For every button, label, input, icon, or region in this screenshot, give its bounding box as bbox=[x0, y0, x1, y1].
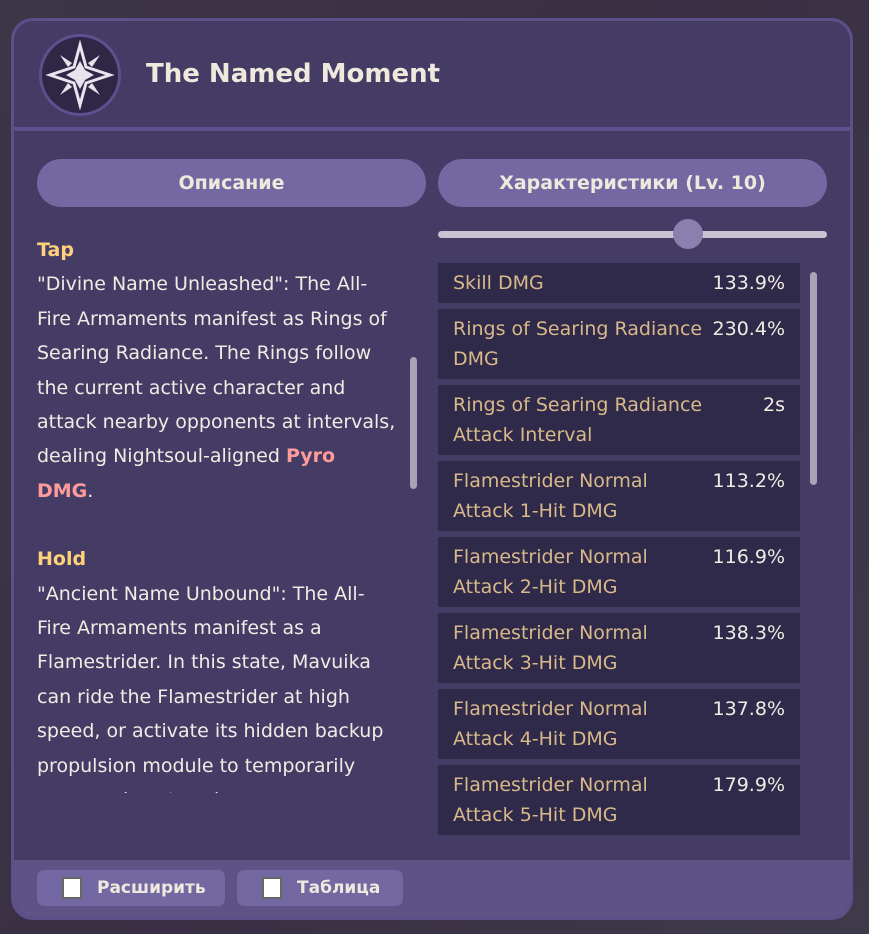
expand-checkbox[interactable]: Расширить bbox=[37, 870, 225, 906]
checkbox-box[interactable] bbox=[62, 877, 82, 899]
talent-card: The Named Moment Описание Характеристики… bbox=[11, 18, 853, 920]
stat-label: Rings of Searing Radiance Attack Interva… bbox=[453, 394, 703, 446]
description-scrollbar[interactable] bbox=[410, 357, 417, 489]
footer: Расширить Таблица bbox=[14, 860, 850, 917]
table-label: Таблица bbox=[297, 878, 381, 898]
stat-value: 230.4% bbox=[712, 318, 785, 340]
tab-description[interactable]: Описание bbox=[37, 159, 426, 207]
talent-title: The Named Moment bbox=[146, 59, 441, 89]
description-text: Tap "Divine Name Unleashed": The All-Fir… bbox=[37, 233, 397, 793]
stat-row: Flamestrider Normal Attack 3-Hit DMG 138.… bbox=[438, 613, 800, 683]
stat-value: 179.9% bbox=[712, 774, 785, 796]
stat-value: 113.2% bbox=[712, 470, 785, 492]
stat-value: 116.9% bbox=[712, 546, 785, 568]
stats-scrollbar[interactable] bbox=[810, 272, 817, 485]
stat-value: 137.8% bbox=[712, 698, 785, 720]
stat-value: 138.3% bbox=[712, 622, 785, 644]
stat-value: 2s bbox=[763, 394, 785, 416]
card-header: The Named Moment bbox=[14, 21, 850, 131]
tap-text: "Divine Name Unleashed": The All-Fire Ar… bbox=[37, 273, 396, 468]
stat-row: Flamestrider Normal Attack 4-Hit DMG 137.… bbox=[438, 689, 800, 759]
table-checkbox[interactable]: Таблица bbox=[237, 870, 403, 906]
checkbox-box[interactable] bbox=[262, 877, 282, 899]
stat-row: Flamestrider Normal Attack 1-Hit DMG 113.… bbox=[438, 461, 800, 531]
stat-label: Flamestrider Normal Attack 5-Hit DMG bbox=[453, 774, 648, 826]
tab-attributes[interactable]: Характеристики (Lv. 10) bbox=[438, 159, 827, 207]
expand-label: Расширить bbox=[97, 878, 206, 898]
stat-row: Flamestrider Normal Attack 2-Hit DMG 116.… bbox=[438, 537, 800, 607]
stat-label: Rings of Searing Radiance DMG bbox=[453, 318, 703, 370]
star-emblem-icon bbox=[39, 34, 121, 116]
stat-row: Rings of Searing Radiance Attack Interva… bbox=[438, 385, 800, 455]
level-slider[interactable] bbox=[438, 219, 827, 249]
pyro-dmg-text: Pyro DMG bbox=[37, 445, 336, 502]
tap-heading: Tap bbox=[37, 239, 74, 261]
stat-row: Rings of Searing Radiance DMG 230.4% bbox=[438, 309, 800, 379]
stat-label: Flamestrider Normal Attack 4-Hit DMG bbox=[453, 698, 648, 750]
stat-label: Flamestrider Normal Attack 2-Hit DMG bbox=[453, 546, 648, 598]
stats-table: Skill DMG 133.9% Rings of Searing Radiance… bbox=[438, 263, 800, 838]
stat-label: Flamestrider Normal Attack 1-Hit DMG bbox=[453, 470, 648, 522]
hold-heading: Hold bbox=[37, 548, 87, 571]
stat-row: Flamestrider Normal Attack 5-Hit DMG 179.… bbox=[438, 765, 800, 835]
stat-value: 133.9% bbox=[712, 272, 785, 294]
level-slider-thumb[interactable] bbox=[673, 219, 704, 249]
tap-end: . bbox=[87, 479, 94, 502]
stat-row: Skill DMG 133.9% bbox=[438, 263, 800, 303]
stat-label: Flamestrider Normal Attack 3-Hit DMG bbox=[453, 622, 648, 674]
stat-label: Skill DMG bbox=[453, 272, 544, 294]
hold-text: "Ancient Name Unbound": The All-Fire Arm… bbox=[37, 582, 384, 793]
